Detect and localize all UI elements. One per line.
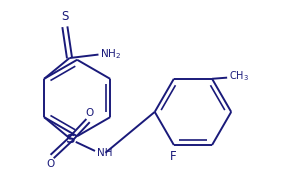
Text: S: S	[61, 10, 68, 23]
Text: NH: NH	[97, 148, 112, 158]
Text: CH$_3$: CH$_3$	[229, 70, 249, 83]
Text: S: S	[66, 133, 76, 146]
Text: NH$_2$: NH$_2$	[100, 48, 121, 62]
Text: O: O	[46, 159, 55, 169]
Text: O: O	[85, 108, 93, 118]
Text: F: F	[169, 150, 176, 163]
